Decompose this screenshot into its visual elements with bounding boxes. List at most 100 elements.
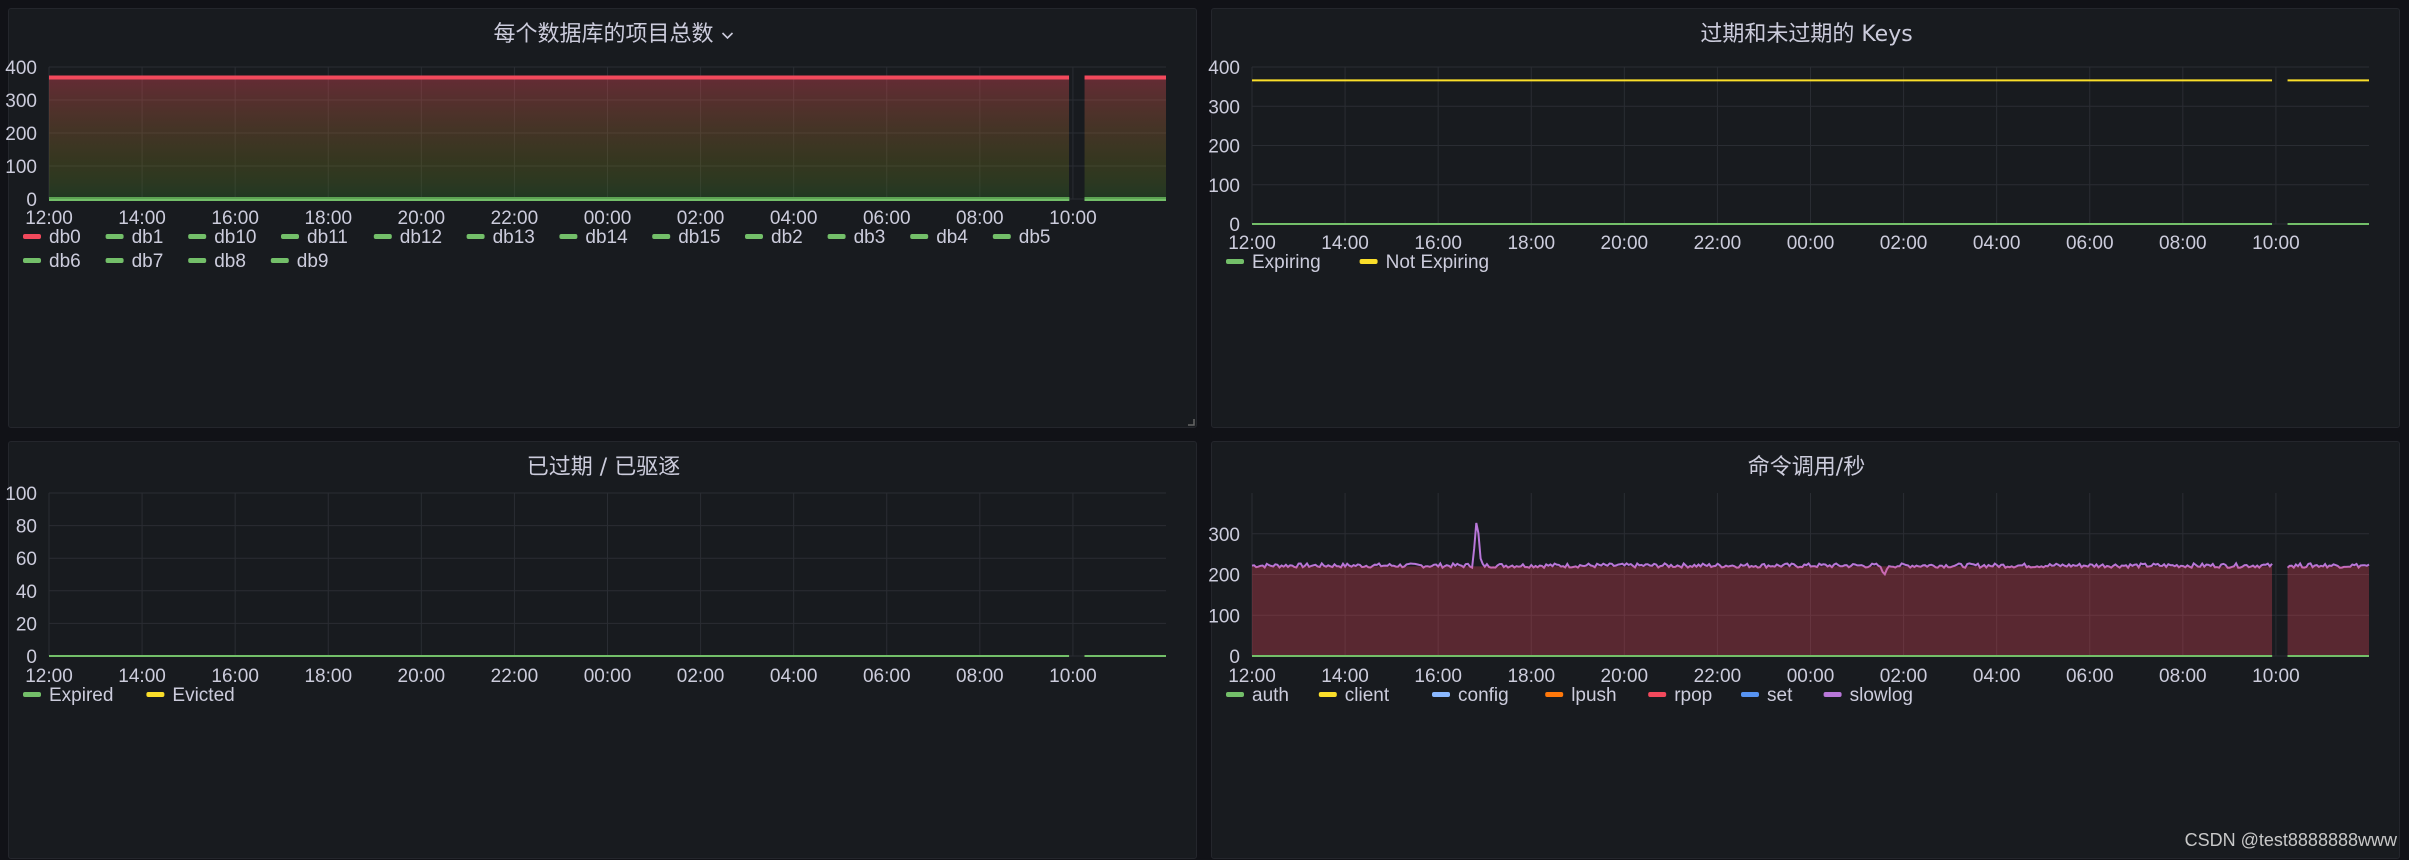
- legend-item-db14[interactable]: db14: [559, 227, 628, 248]
- y-tick-label: 80: [16, 517, 37, 538]
- y-tick-label: 200: [1208, 137, 1240, 158]
- legend-item-db0[interactable]: db0: [23, 227, 81, 248]
- x-tick-label: 20:00: [1601, 233, 1649, 254]
- legend-item-expired[interactable]: Expired: [23, 685, 113, 706]
- legend-swatch: [1226, 692, 1244, 697]
- legend-item-db2[interactable]: db2: [745, 227, 803, 248]
- x-tick-label: 06:00: [2066, 666, 2114, 687]
- legend-item-db9[interactable]: db9: [270, 251, 329, 272]
- y-tick-label: 300: [1208, 97, 1240, 118]
- x-tick-label: 04:00: [770, 666, 818, 687]
- legend-item-slowlog[interactable]: slowlog: [1823, 685, 1913, 706]
- panel-title[interactable]: 命令调用/秒: [1748, 455, 1865, 480]
- legend-swatch: [1545, 692, 1564, 697]
- legend-item-lpush[interactable]: lpush: [1545, 685, 1617, 706]
- legend-item-db12[interactable]: db12: [373, 227, 442, 248]
- x-tick-label: 16:00: [211, 666, 259, 687]
- x-tick-label: 02:00: [677, 666, 725, 687]
- legend-item-db1[interactable]: db1: [105, 227, 164, 248]
- legend-item-db5[interactable]: db5: [992, 227, 1051, 248]
- legend-swatch: [23, 234, 41, 239]
- x-tick-label: 22:00: [491, 666, 539, 687]
- legend-label: rpop: [1674, 685, 1712, 706]
- x-tick-label: 14:00: [1321, 233, 1369, 254]
- y-tick-label: 200: [1208, 566, 1240, 587]
- legend-label: config: [1458, 685, 1509, 706]
- y-tick-label: 400: [1208, 58, 1240, 79]
- legend-label: Evicted: [172, 685, 234, 706]
- legend-label: db13: [493, 227, 535, 248]
- series-area-rpop: [1252, 566, 2273, 656]
- series-line-slowlog: [2286, 561, 2370, 570]
- x-tick-label: 22:00: [1694, 233, 1742, 254]
- x-tick-label: 14:00: [1321, 666, 1369, 687]
- legend-swatch: [827, 234, 846, 239]
- legend-item-expiring[interactable]: Expiring: [1226, 252, 1321, 273]
- x-tick-label: 16:00: [1414, 666, 1462, 687]
- x-tick-label: 18:00: [304, 666, 352, 687]
- legend-label: db0: [49, 227, 81, 248]
- watermark: CSDN @test8888888www: [2184, 830, 2397, 850]
- legend-label: db5: [1019, 227, 1051, 248]
- legend-label: db9: [297, 251, 329, 272]
- legend-item-evicted[interactable]: Evicted: [146, 685, 235, 706]
- y-tick-label: 100: [1208, 176, 1240, 197]
- x-tick-label: 04:00: [770, 208, 818, 229]
- legend-label: Expired: [49, 685, 113, 706]
- legend-item-db4[interactable]: db4: [910, 227, 968, 248]
- legend-item-db8[interactable]: db8: [188, 251, 246, 272]
- legend-swatch: [1823, 692, 1842, 697]
- y-tick-label: 0: [1229, 215, 1240, 236]
- legend-swatch: [1432, 692, 1450, 697]
- y-tick-label: 400: [5, 58, 37, 79]
- chart-svg: 命令调用/秒 0 100 200 300 12:00 14:00 16:00 18:00 20:0…: [1208, 455, 2370, 706]
- legend-item-db7[interactable]: db7: [105, 251, 164, 272]
- x-tick-label: 08:00: [956, 666, 1004, 687]
- x-tick-label: 04:00: [1973, 666, 2021, 687]
- legend-item-client[interactable]: client: [1318, 685, 1390, 706]
- legend-item-db11[interactable]: db11: [281, 227, 348, 248]
- legend-item-not-expiring[interactable]: Not Expiring: [1359, 252, 1490, 273]
- legend-swatch: [1318, 692, 1337, 697]
- legend-swatch: [270, 258, 289, 263]
- legend-item-db10[interactable]: db10: [188, 227, 256, 248]
- panel-title[interactable]: 过期和未过期的 Keys: [1700, 22, 1912, 47]
- legend-swatch: [146, 692, 165, 697]
- panel-title[interactable]: 已过期 / 已驱逐: [527, 455, 680, 480]
- legend-item-db13[interactable]: db13: [466, 227, 535, 248]
- legend-label: db2: [771, 227, 803, 248]
- legend-item-set[interactable]: set: [1741, 685, 1793, 706]
- panel-commands-per-sec: 命令调用/秒 0 100 200 300 12:00 14:00 16:00 18:00 20:0…: [1208, 441, 2400, 859]
- chart-svg: 已过期 / 已驱逐 0 20 40 60 80 100 12:00 14:00 16:00 18:0…: [5, 455, 1166, 706]
- y-tick-label: 20: [16, 614, 37, 635]
- legend-swatch: [1741, 692, 1759, 697]
- legend-item-rpop[interactable]: rpop: [1648, 685, 1712, 706]
- legend-item-auth[interactable]: auth: [1226, 685, 1289, 706]
- legend-item-config[interactable]: config: [1432, 685, 1509, 706]
- x-tick-label: 10:00: [1049, 208, 1097, 229]
- panel-expired-evicted: 已过期 / 已驱逐 0 20 40 60 80 100 12:00 14:00 16:00 18:0…: [5, 441, 1197, 859]
- y-tick-label: 100: [5, 484, 37, 505]
- legend-swatch: [559, 234, 578, 239]
- legend-label: Expiring: [1252, 252, 1321, 273]
- x-tick-label: 14:00: [118, 208, 166, 229]
- chevron-down-icon[interactable]: [721, 32, 734, 40]
- legend-swatch: [281, 234, 299, 239]
- panel-title[interactable]: 每个数据库的项目总数: [493, 22, 713, 47]
- legend-item-db15[interactable]: db15: [652, 227, 720, 248]
- legend-swatch: [745, 234, 763, 239]
- legend-label: auth: [1252, 685, 1289, 706]
- x-tick-label: 10:00: [1049, 666, 1097, 687]
- legend-item-db6[interactable]: db6: [23, 251, 81, 272]
- legend-label: db8: [214, 251, 246, 272]
- legend-swatch: [652, 234, 671, 239]
- legend-swatch: [23, 258, 41, 263]
- legend-item-db3[interactable]: db3: [827, 227, 886, 248]
- x-tick-label: 06:00: [863, 208, 911, 229]
- chart-svg: 每个数据库的项目总数 0 100 200 300 400 12:00 14:00 16:00 18…: [5, 22, 1195, 426]
- x-tick-label: 04:00: [1973, 233, 2021, 254]
- x-tick-label: 18:00: [1507, 233, 1555, 254]
- resize-handle-icon[interactable]: [1188, 419, 1195, 426]
- panel-items-per-db: 每个数据库的项目总数 0 100 200 300 400 12:00 14:00 16:00 18…: [5, 8, 1197, 428]
